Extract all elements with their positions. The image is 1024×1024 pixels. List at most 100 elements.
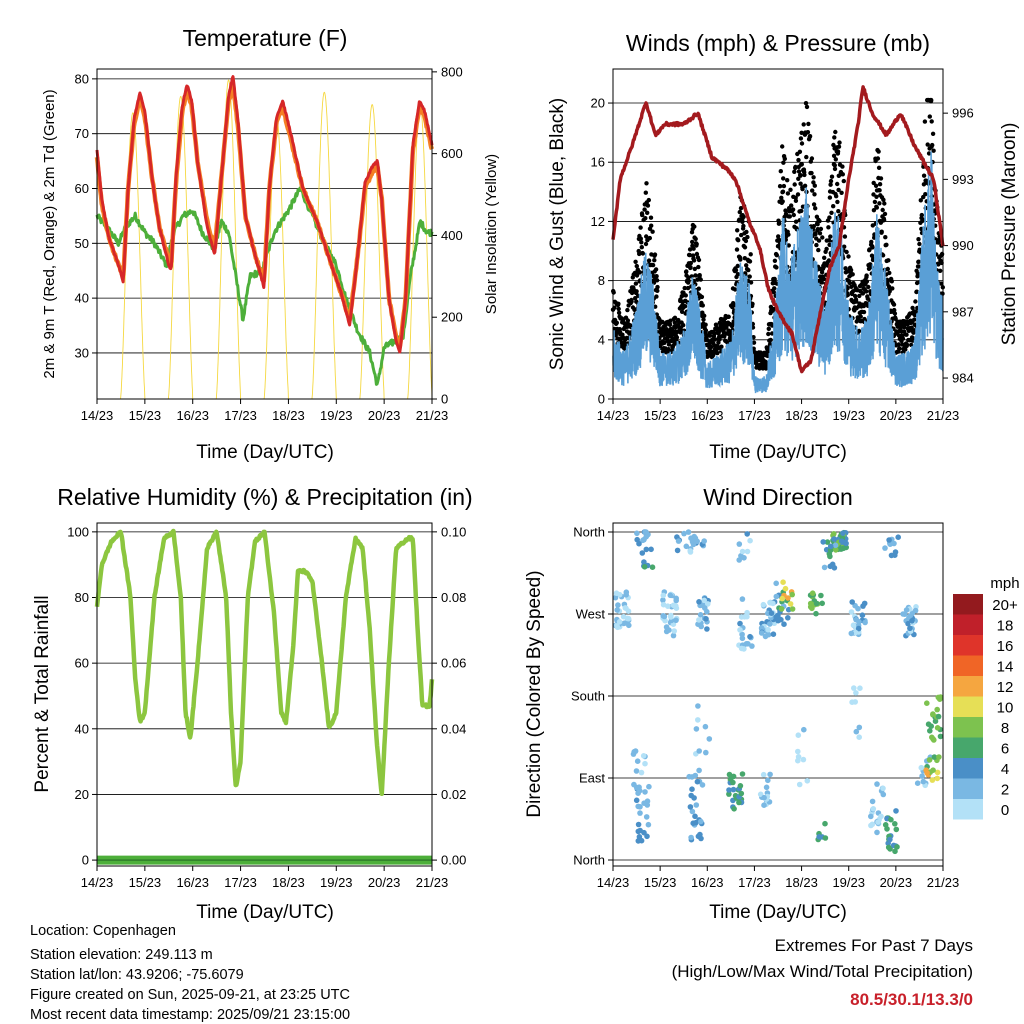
gust-dot <box>904 342 910 347</box>
gust-dot <box>939 251 945 257</box>
wind-direction-dot <box>848 630 855 637</box>
gust-dot <box>684 269 689 274</box>
wind-direction-dot <box>930 711 936 717</box>
wind-direction-dot <box>926 757 933 763</box>
wind-direction-dot <box>937 733 944 740</box>
x-tick-label: 18/23 <box>785 875 818 890</box>
gust-dot <box>796 157 801 163</box>
wind-direction-dot <box>859 612 866 618</box>
gust-dot <box>900 336 906 341</box>
gust-dot <box>813 231 818 237</box>
gust-dot <box>715 350 720 356</box>
wind-direction-dot <box>612 594 619 601</box>
gust-dot <box>737 209 742 215</box>
gust-dot <box>829 210 834 215</box>
gust-dot <box>642 207 647 212</box>
wind-direction-dot <box>770 631 777 637</box>
gust-dot <box>696 257 702 263</box>
gust-dot <box>781 183 787 189</box>
y-tick-label: 30 <box>75 345 89 360</box>
gust-dot <box>835 149 841 154</box>
gust-dot <box>877 182 883 187</box>
x-tick-label: 19/23 <box>320 408 353 423</box>
gust-dot <box>811 175 816 180</box>
gust-dot <box>886 258 891 263</box>
gust-dot <box>839 190 844 195</box>
wind-direction-dot <box>856 724 863 731</box>
y-tick-label: East <box>579 771 605 786</box>
gust-dot <box>732 287 738 292</box>
wind-direction-dot <box>809 605 815 612</box>
humidity-marks <box>94 528 435 865</box>
wind-direction-dot <box>683 543 690 550</box>
wind-direction-dot <box>670 632 677 639</box>
gust-dot <box>904 332 909 337</box>
wind-direction-dot <box>637 810 643 816</box>
wind-direction-dot <box>726 787 732 793</box>
gust-dot <box>694 241 699 247</box>
wind-direction-dot <box>807 600 814 607</box>
wind-direction-dot <box>702 723 709 730</box>
gust-dot <box>701 317 706 322</box>
wind-direction-dot <box>809 590 816 596</box>
wind-direction-dot <box>747 537 753 544</box>
wind-direction-dot <box>850 622 857 628</box>
wind-direction-dot <box>925 721 932 727</box>
y-tick-label: 8 <box>598 273 605 288</box>
gust-dot <box>903 347 908 352</box>
wind-direction-dot <box>934 725 941 731</box>
y-right-tick-label: 0 <box>441 392 448 407</box>
gust-dot <box>643 190 648 195</box>
gust-dot <box>735 228 740 233</box>
wind-direction-dot <box>739 635 746 642</box>
gust-dot <box>845 286 850 291</box>
wind-direction-dot <box>703 749 709 756</box>
gust-dot <box>614 320 619 325</box>
wind-direction-dot <box>868 813 874 820</box>
wind-direction-dot <box>856 619 862 625</box>
wind-direction-dot <box>730 786 737 793</box>
gust-dot <box>694 251 700 257</box>
wind-direction-dot <box>642 529 648 535</box>
gust-dot <box>881 217 887 223</box>
legend-label: 14 <box>997 659 1014 676</box>
x-tick-label: 14/23 <box>597 875 630 890</box>
winds-panel: 0 4 8 12 16 20 984 987 990 993 996 14/23 15/23 16/23 1… <box>591 68 974 423</box>
gust-dot <box>786 243 791 248</box>
gust-dot <box>772 258 778 263</box>
gust-dot <box>892 311 898 316</box>
wind-direction-dot <box>829 561 836 568</box>
wind-direction-dot <box>675 538 682 544</box>
gust-dot <box>864 289 869 294</box>
gust-dot <box>916 259 921 264</box>
wind-direction-dot <box>758 630 765 636</box>
y-tick-label: 0 <box>598 392 605 407</box>
wind-direction-dot <box>696 617 702 623</box>
gust-dot <box>887 270 892 276</box>
gust-dot <box>733 268 739 273</box>
gust-dot <box>910 305 915 311</box>
wind-direction-dot <box>671 628 677 634</box>
gust-dot <box>833 129 838 135</box>
wind-direction-dot <box>919 773 925 779</box>
wind-direction-dot <box>849 599 855 605</box>
wind-direction-dot <box>763 784 770 791</box>
gust-dot <box>743 238 749 244</box>
temperature-ylabel: 2m & 9m T (Red, Orange) & 2m Td (Green) <box>41 89 58 378</box>
gust-dot <box>844 249 849 255</box>
gust-dot <box>846 254 851 259</box>
gust-dot <box>835 181 840 187</box>
y-right-tick-label: 990 <box>952 238 974 253</box>
wind-direction-dot <box>870 806 877 812</box>
wind-direction-dot <box>892 549 899 555</box>
gust-dot <box>666 342 672 347</box>
wind-direction-dot <box>878 813 884 820</box>
gust-dot <box>827 215 832 220</box>
extremes-title: Extremes For Past 7 Days <box>775 936 973 955</box>
plot-frame <box>612 522 944 867</box>
gust-dot <box>787 214 792 219</box>
y-tick-label: 40 <box>75 291 89 306</box>
x-tick-label: 21/23 <box>927 408 960 423</box>
gust-dot <box>707 333 713 338</box>
